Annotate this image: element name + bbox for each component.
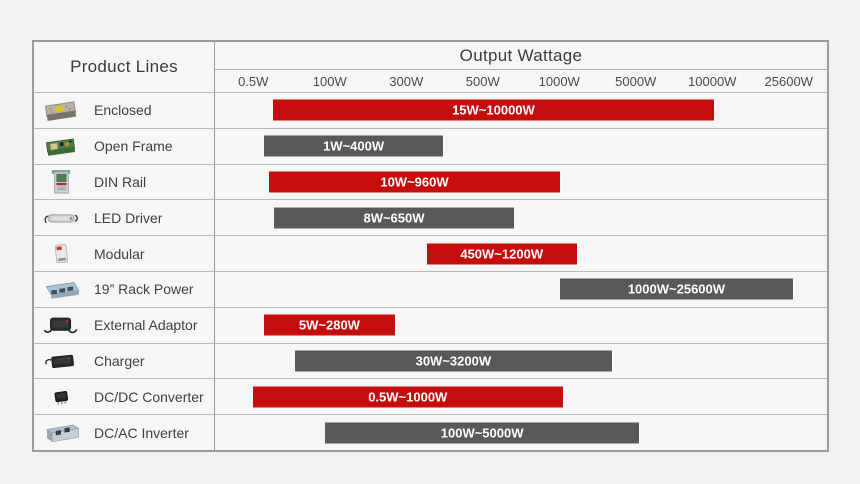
axis-tick: 500W — [465, 73, 500, 89]
product-label: Open Frame — [94, 138, 173, 155]
axis-tick: 25600W — [764, 73, 813, 89]
axis-tick: 300W — [389, 73, 424, 89]
din-rail-psu-icon — [34, 167, 88, 197]
product-label: External Adaptor — [94, 317, 198, 334]
product-label: DC/DC Converter — [94, 388, 204, 405]
product-label: Enclosed — [94, 102, 152, 119]
table-row: 19” Rack Power 1000W~25600W — [34, 270, 827, 307]
bar-cell: 10W~960W — [215, 165, 827, 200]
table-row: Modular 450W~1200W — [34, 235, 827, 271]
product-cell: 19” Rack Power — [34, 271, 215, 307]
product-label: LED Driver — [94, 209, 163, 226]
range-bar: 30W~3200W — [294, 350, 613, 372]
table-row: LED Driver 8W~650W — [34, 199, 827, 236]
product-cell: Open Frame — [34, 128, 215, 164]
table-header: Product Lines Output Wattage 0.5W 100W 3… — [34, 42, 827, 92]
axis-tick: 5000W — [615, 73, 657, 89]
range-bar: 100W~5000W — [325, 422, 640, 444]
table-row: Open Frame 1W~400W — [34, 127, 827, 164]
bar-cell: 1000W~25600W — [215, 272, 827, 307]
table-row: DIN Rail 10W~960W — [34, 163, 827, 200]
bar-cell: 0.5W~1000W — [215, 379, 827, 414]
range-bar: 8W~650W — [273, 207, 515, 229]
rack-power-icon — [34, 276, 88, 302]
chart-title: Output Wattage — [215, 42, 827, 70]
product-label: Modular — [94, 245, 145, 262]
axis-tick: 1000W — [538, 73, 580, 89]
table-row: External Adaptor 5W~280W — [34, 306, 827, 343]
charger-icon — [34, 348, 88, 374]
open-frame-psu-icon — [34, 132, 88, 160]
bar-cell: 5W~280W — [215, 308, 827, 343]
range-bar: 1000W~25600W — [559, 278, 794, 300]
range-bar: 10W~960W — [269, 171, 560, 193]
enclosed-psu-icon — [34, 96, 88, 124]
table-row: Enclosed 15W~10000W — [34, 92, 827, 128]
output-wattage-header: Output Wattage 0.5W 100W 300W 500W 1000W… — [215, 42, 827, 92]
bar-cell: 8W~650W — [215, 200, 827, 235]
range-bar: 15W~10000W — [273, 99, 714, 121]
table-row: DC/AC Inverter 100W~5000W — [34, 414, 827, 450]
table-row: Charger 30W~3200W — [34, 342, 827, 379]
product-cell: LED Driver — [34, 200, 215, 236]
product-cell: Enclosed — [34, 93, 215, 128]
bar-cell: 1W~400W — [215, 129, 827, 164]
bar-cell: 15W~10000W — [215, 93, 827, 128]
product-cell: DIN Rail — [34, 164, 215, 200]
product-cell: Modular — [34, 236, 215, 271]
product-cell: DC/AC Inverter — [34, 415, 215, 450]
axis-tick: 0.5W — [238, 73, 269, 89]
range-bar: 5W~280W — [263, 314, 395, 336]
bar-cell: 450W~1200W — [215, 236, 827, 271]
product-label: 19” Rack Power — [94, 281, 194, 298]
range-bar: 1W~400W — [263, 135, 444, 157]
product-lines-header: Product Lines — [34, 42, 215, 92]
wattage-axis: 0.5W 100W 300W 500W 1000W 5000W 10000W 2… — [215, 70, 827, 92]
product-cell: Charger — [34, 343, 215, 379]
axis-tick: 100W — [312, 73, 347, 89]
bar-cell: 30W~3200W — [215, 344, 827, 379]
product-label: DIN Rail — [94, 173, 147, 190]
external-adaptor-icon — [34, 311, 88, 339]
product-cell: External Adaptor — [34, 307, 215, 343]
bar-cell: 100W~5000W — [215, 415, 827, 450]
product-label: Charger — [94, 352, 145, 369]
product-label: DC/AC Inverter — [94, 424, 189, 441]
range-bar: 0.5W~1000W — [252, 386, 563, 408]
modular-psu-icon — [34, 239, 88, 269]
table-rows: Enclosed 15W~10000W Open Frame 1W~400W — [34, 92, 827, 450]
product-cell: DC/DC Converter — [34, 379, 215, 415]
range-bar: 450W~1200W — [426, 243, 577, 265]
dc-dc-converter-icon — [34, 384, 88, 410]
axis-tick: 10000W — [688, 73, 737, 89]
led-driver-icon — [34, 205, 88, 231]
table-row: DC/DC Converter 0.5W~1000W — [34, 378, 827, 415]
wattage-table: Product Lines Output Wattage 0.5W 100W 3… — [32, 40, 829, 452]
dc-ac-inverter-icon — [34, 419, 88, 447]
